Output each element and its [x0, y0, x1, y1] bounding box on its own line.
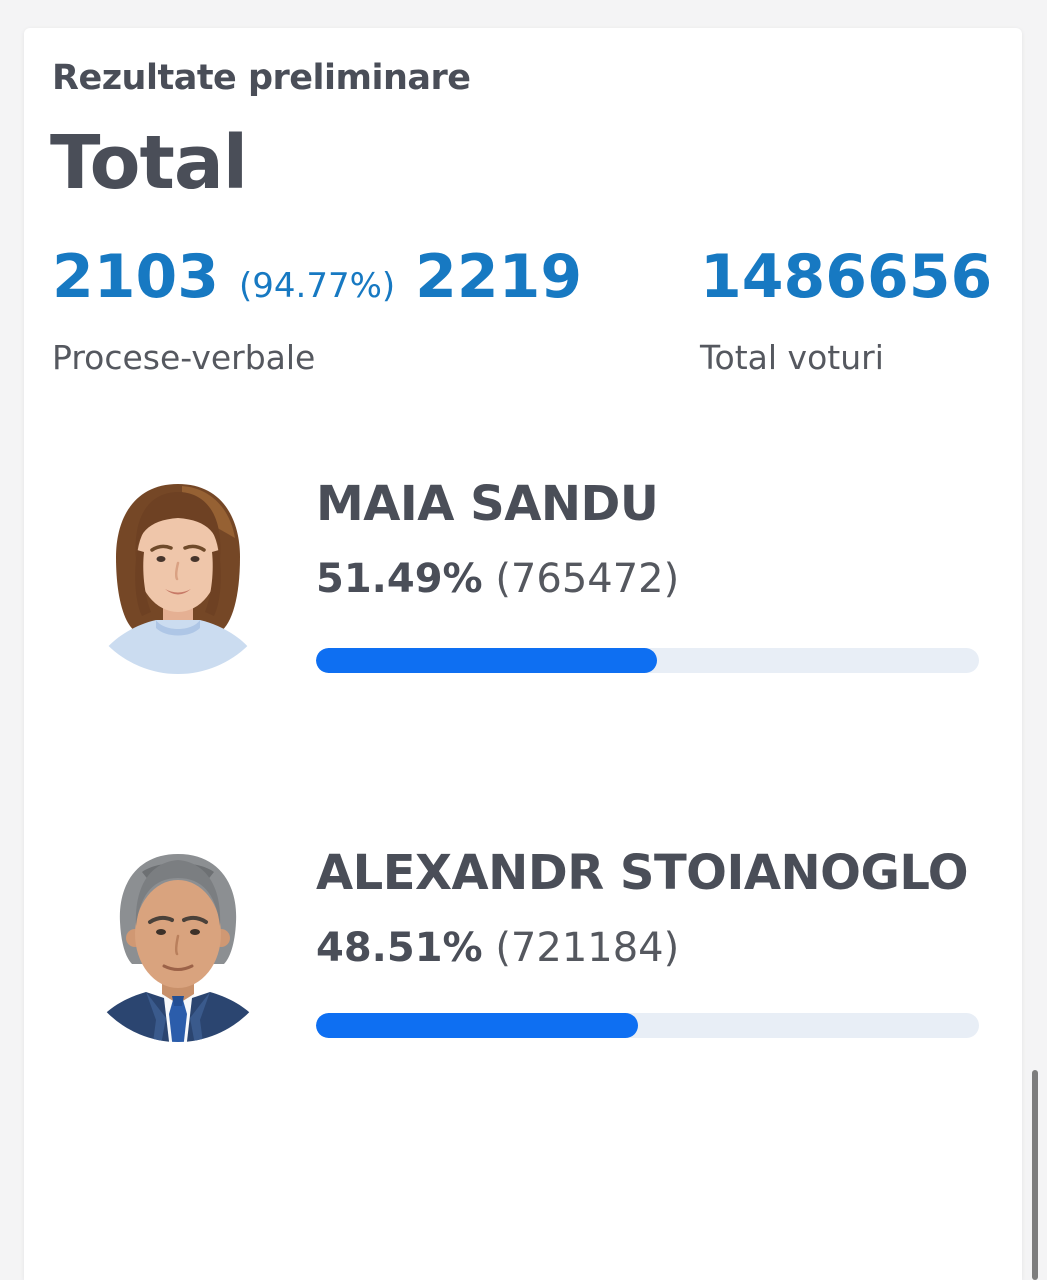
protocols-numbers: 2103 (94.77%) 2219: [52, 244, 582, 310]
protocols-counted: 2103: [52, 242, 219, 312]
candidate-percent: 48.51%: [316, 925, 483, 971]
total-votes-value: 1486656: [700, 242, 993, 312]
total-votes-label: Total voturi: [700, 338, 884, 377]
results-card: Rezultate preliminare Total 2103 (94.77%…: [24, 28, 1022, 1280]
results-subtitle: Rezultate preliminare: [52, 58, 471, 98]
candidate-result: 48.51% (721184): [316, 925, 679, 971]
result-bar-fill: [316, 1013, 638, 1038]
protocols-total: 2219: [415, 242, 583, 312]
candidate-percent: 51.49%: [316, 556, 483, 602]
result-bar: [316, 1013, 979, 1038]
page-title: Total: [50, 120, 248, 206]
protocols-percent: (94.77%): [239, 266, 396, 306]
protocols-label: Procese-verbale: [52, 338, 316, 377]
result-bar: [316, 648, 979, 673]
candidate-votes: (765472): [495, 556, 680, 602]
result-bar-fill: [316, 648, 658, 673]
candidate-name: ALEXANDR STOIANOGLO: [316, 845, 969, 901]
alexandr-stoianoglo-portrait-icon: [78, 830, 278, 1050]
scrollbar-thumb[interactable]: [1032, 1070, 1038, 1280]
candidate-votes: (721184): [495, 925, 680, 971]
maia-sandu-portrait-icon: [78, 462, 278, 682]
candidate-result: 51.49% (765472): [316, 556, 679, 602]
candidate-name: MAIA SANDU: [316, 476, 659, 532]
